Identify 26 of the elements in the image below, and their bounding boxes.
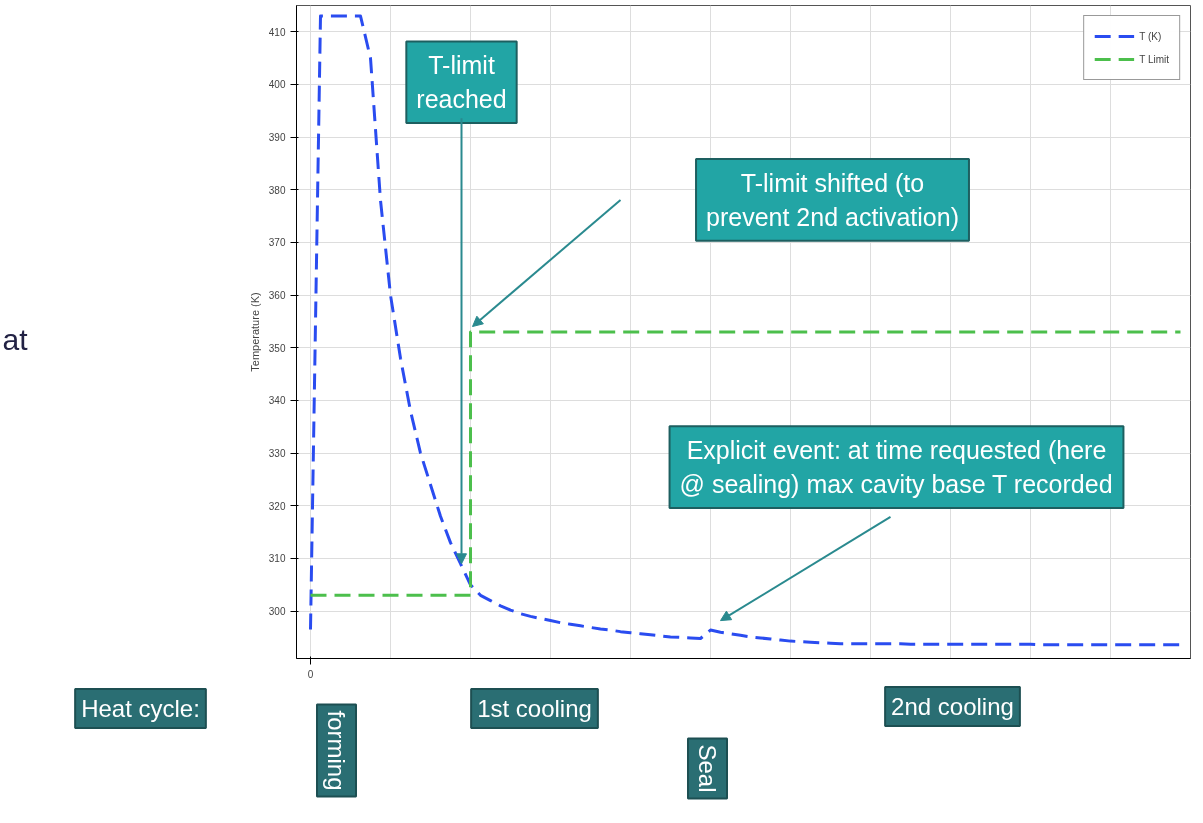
text: 1st cooling (477, 695, 592, 722)
y-axis-title: Temperature (K) (248, 292, 261, 372)
y-tick-label: 320 (268, 500, 286, 512)
y-tick-label: 380 (268, 184, 286, 196)
y-tick-label: 350 (268, 342, 286, 354)
line-series (309, 14, 1182, 647)
text: at (2, 323, 29, 357)
x-tick-label: 0 (307, 668, 314, 680)
annotation: T-limit shifted (to prevent 2nd activation) (706, 169, 959, 231)
y-tick-label: 400 (268, 79, 286, 91)
y-tick-label: 340 (268, 395, 286, 407)
y-tick-label: 370 (268, 237, 286, 249)
text: forming (323, 710, 350, 791)
annotation: T-limit reached (416, 51, 507, 114)
y-tick-label: 330 (268, 448, 286, 460)
text: Heat cycle: (81, 695, 200, 722)
annotation: Explicit event: at time requested (here @ sealing) max cavity base T recorded (679, 436, 1113, 498)
y-tick-label: 410 (268, 26, 286, 38)
legend-label: T (K) (1139, 30, 1162, 42)
text: 2nd cooling (891, 693, 1014, 720)
y-tick-label: 310 (268, 553, 286, 565)
legend-label: T Limit (1139, 53, 1169, 65)
y-tick-label: 390 (268, 132, 286, 144)
text: Seal (694, 744, 721, 793)
y-tick-label: 300 (268, 606, 286, 618)
y-tick-label: 360 (268, 290, 286, 302)
